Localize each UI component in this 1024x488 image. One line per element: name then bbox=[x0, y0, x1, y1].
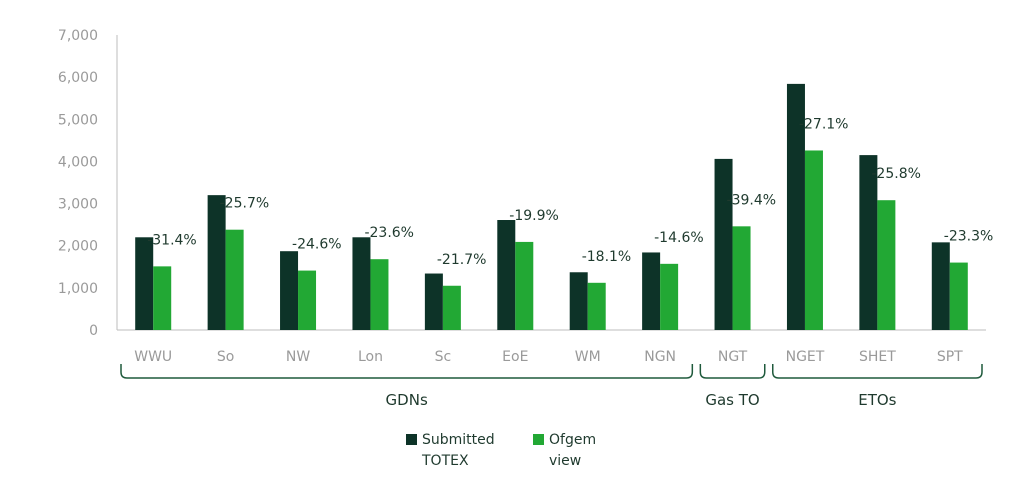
bars bbox=[135, 83, 968, 330]
bar-ofgem-eoe bbox=[515, 241, 534, 330]
bar-ofgem-nget bbox=[804, 150, 823, 330]
legend-swatch bbox=[406, 434, 417, 445]
y-tick-label: 3,000 bbox=[58, 197, 98, 213]
bar-ofgem-lon bbox=[370, 259, 389, 330]
group-label: GDNs bbox=[386, 391, 428, 409]
data-label: -27.1% bbox=[799, 116, 849, 132]
data-label: -39.4% bbox=[727, 192, 777, 208]
bar-submitted-ngn bbox=[642, 252, 661, 330]
category-label: NGT bbox=[718, 349, 748, 365]
data-label: -23.6% bbox=[364, 225, 414, 241]
bar-ofgem-ngn bbox=[660, 263, 679, 330]
bar-ofgem-sc bbox=[442, 285, 461, 330]
bar-submitted-sc bbox=[424, 273, 443, 330]
bar-ofgem-shet bbox=[877, 200, 896, 330]
bar-submitted-eoe bbox=[497, 220, 516, 330]
y-tick-label: 6,000 bbox=[58, 70, 98, 86]
legend-label: Submitted bbox=[422, 432, 495, 448]
data-labels: -31.4% -25.7% -24.6% -23.6% -21.7% -19.9% -18.… bbox=[147, 116, 993, 267]
bar-submitted-wwu bbox=[135, 237, 154, 330]
y-axis: 0 1,000 2,000 3,000 4,000 5,000 6,000 7,000 bbox=[58, 28, 986, 339]
bar-ofgem-spt bbox=[949, 262, 968, 330]
group-bracket bbox=[772, 364, 983, 379]
y-tick-label: 4,000 bbox=[58, 154, 98, 170]
y-tick-label: 7,000 bbox=[58, 28, 98, 44]
bar-ofgem-so bbox=[225, 229, 244, 330]
category-label: NW bbox=[286, 349, 310, 365]
category-label: EoE bbox=[502, 349, 528, 365]
category-label: WM bbox=[575, 349, 601, 365]
bar-ofgem-wwu bbox=[153, 266, 172, 330]
y-tick-label: 0 bbox=[89, 323, 98, 339]
bar-submitted-so bbox=[207, 195, 226, 330]
bar-submitted-lon bbox=[352, 237, 371, 330]
legend-label: Ofgem bbox=[549, 432, 596, 448]
data-label: -18.1% bbox=[582, 249, 632, 265]
y-tick-label: 1,000 bbox=[58, 281, 98, 297]
bar-submitted-wm bbox=[569, 272, 588, 330]
group-bracket bbox=[120, 364, 694, 379]
bar-submitted-nget bbox=[786, 83, 805, 330]
category-label: Sc bbox=[435, 349, 452, 365]
data-label: -31.4% bbox=[147, 232, 197, 248]
data-label: -23.3% bbox=[944, 229, 994, 245]
category-label: SHET bbox=[859, 349, 896, 365]
group-label: Gas TO bbox=[705, 391, 759, 409]
bar-submitted-nw bbox=[280, 251, 299, 330]
legend-label: view bbox=[549, 453, 581, 469]
category-label: So bbox=[217, 349, 234, 365]
group-label: ETOs bbox=[858, 391, 896, 409]
bar-ofgem-wm bbox=[587, 282, 606, 330]
category-label: SPT bbox=[937, 349, 963, 365]
data-label: -19.9% bbox=[509, 208, 559, 224]
data-label: -14.6% bbox=[654, 230, 704, 246]
legend-label: TOTEX bbox=[421, 453, 469, 469]
data-label: -25.7% bbox=[220, 196, 270, 212]
category-groups: GDNs Gas TO ETOs bbox=[120, 364, 983, 409]
bar-ofgem-ngt bbox=[732, 226, 751, 330]
legend: Submitted TOTEX Ofgem view bbox=[406, 432, 596, 469]
category-label: NGN bbox=[644, 349, 676, 365]
group-bracket bbox=[699, 364, 766, 379]
bar-submitted-ngt bbox=[714, 158, 733, 330]
category-label: WWU bbox=[134, 349, 172, 365]
data-label: -24.6% bbox=[292, 237, 342, 253]
category-label: NGET bbox=[786, 349, 825, 365]
bar-ofgem-nw bbox=[298, 270, 317, 330]
x-axis-categories: WWU So NW Lon Sc EoE WM NGN NGT NGET SHET SPT bbox=[134, 349, 963, 365]
data-label: -21.7% bbox=[437, 252, 487, 268]
legend-swatch bbox=[533, 434, 544, 445]
bar-submitted-spt bbox=[931, 242, 950, 330]
y-tick-label: 5,000 bbox=[58, 112, 98, 128]
category-label: Lon bbox=[358, 349, 383, 365]
bar-submitted-shet bbox=[859, 155, 878, 330]
y-tick-label: 2,000 bbox=[58, 239, 98, 255]
data-label: -25.8% bbox=[871, 166, 921, 182]
